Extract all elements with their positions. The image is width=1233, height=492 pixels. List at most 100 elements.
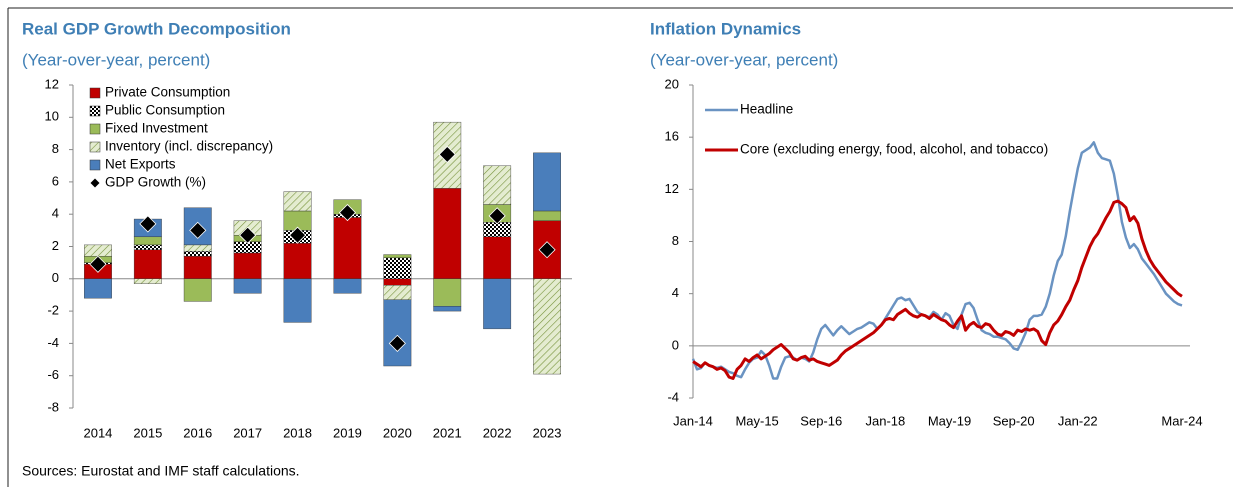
bar-segment bbox=[233, 252, 262, 280]
bar-segment bbox=[183, 251, 212, 257]
legend-label: GDP Growth (%) bbox=[105, 175, 206, 190]
legend-label: Headline bbox=[740, 102, 793, 117]
gdp-marker bbox=[538, 241, 556, 259]
legend-label: Inventory (incl. discrepancy) bbox=[105, 139, 273, 154]
bar-segment bbox=[533, 210, 561, 221]
y-tick-label: 12 bbox=[45, 76, 59, 91]
chart-title: Inflation Dynamics bbox=[650, 19, 801, 38]
bar-segment bbox=[283, 278, 312, 323]
y-tick-label: -4 bbox=[667, 389, 679, 404]
bar-segment bbox=[433, 306, 462, 312]
x-tick-label: May-15 bbox=[735, 413, 778, 428]
gdp-marker bbox=[189, 221, 207, 239]
bar-segment bbox=[283, 243, 312, 280]
chart-subtitle: (Year-over-year, percent) bbox=[22, 50, 210, 69]
y-tick-label: 8 bbox=[672, 233, 679, 248]
gdp-marker bbox=[488, 207, 506, 225]
bar-segment bbox=[183, 244, 212, 252]
bar-segment bbox=[84, 244, 112, 257]
y-tick-label: 2 bbox=[52, 238, 59, 253]
y-tick-label: -4 bbox=[47, 335, 59, 350]
legend-swatch bbox=[89, 141, 101, 153]
gdp-marker bbox=[288, 226, 307, 244]
bar-segment bbox=[383, 257, 412, 279]
legend-swatch bbox=[89, 105, 101, 117]
y-tick-label: 20 bbox=[665, 76, 679, 91]
bar-segment bbox=[383, 254, 412, 259]
bar-segment bbox=[183, 278, 212, 302]
x-tick-label: 2023 bbox=[533, 425, 562, 440]
x-tick-label: 2022 bbox=[483, 425, 512, 440]
x-tick-label: 2014 bbox=[83, 425, 112, 440]
x-tick-label: Mar-24 bbox=[1161, 413, 1202, 428]
gdp-marker bbox=[438, 145, 456, 164]
y-tick-label: 0 bbox=[672, 337, 679, 352]
legend-label: Fixed Investment bbox=[105, 121, 208, 136]
chart-subtitle: (Year-over-year, percent) bbox=[650, 50, 838, 69]
y-tick-label: -2 bbox=[47, 303, 59, 318]
bar-segment bbox=[483, 278, 512, 330]
x-tick-label: 2019 bbox=[333, 425, 362, 440]
y-tick-label: 0 bbox=[52, 270, 59, 285]
bar-segment bbox=[483, 236, 512, 279]
x-tick-label: 2018 bbox=[283, 425, 312, 440]
legend-label: Public Consumption bbox=[105, 103, 225, 118]
y-tick-label: 12 bbox=[665, 181, 679, 196]
gdp-marker bbox=[388, 334, 406, 352]
bar-segment bbox=[333, 217, 362, 279]
x-tick-label: Jan-22 bbox=[1058, 413, 1098, 428]
y-tick-label: -6 bbox=[47, 367, 59, 382]
bar-segment bbox=[533, 152, 561, 212]
legend-label: Net Exports bbox=[105, 157, 176, 172]
gdp-marker bbox=[338, 204, 357, 222]
x-tick-label: 2017 bbox=[233, 425, 262, 440]
gdp-marker bbox=[139, 215, 157, 233]
x-tick-label: May-19 bbox=[928, 413, 971, 428]
bar-segment bbox=[133, 278, 162, 284]
y-tick-label: 4 bbox=[672, 285, 679, 300]
gdp-marker bbox=[239, 226, 257, 244]
bar-segment bbox=[383, 299, 412, 367]
y-tick-label: 6 bbox=[52, 173, 59, 188]
legend-label: Core (excluding energy, food, alcohol, a… bbox=[740, 142, 1048, 157]
x-tick-label: Sep-16 bbox=[800, 413, 842, 428]
y-tick-label: 10 bbox=[45, 109, 59, 124]
x-tick-label: 2020 bbox=[383, 425, 412, 440]
x-tick-label: Jan-14 bbox=[673, 413, 713, 428]
bar-segment bbox=[483, 222, 512, 238]
bar-segment bbox=[433, 188, 462, 280]
gdp-marker bbox=[89, 255, 107, 273]
y-tick-label: -8 bbox=[47, 399, 59, 414]
bar-segment bbox=[133, 249, 162, 279]
x-tick-label: Sep-20 bbox=[993, 413, 1035, 428]
y-tick-label: 8 bbox=[52, 141, 59, 156]
bar-segment bbox=[84, 278, 112, 299]
legend-swatch bbox=[89, 123, 101, 135]
legend-marker bbox=[90, 178, 100, 188]
bar-segment bbox=[383, 278, 412, 286]
bar-segment bbox=[333, 278, 362, 294]
bar-segment bbox=[133, 236, 162, 246]
x-tick-label: 2021 bbox=[433, 425, 462, 440]
bar-segment bbox=[283, 191, 312, 212]
series-line bbox=[692, 199, 1183, 380]
bar-segment bbox=[533, 278, 561, 375]
bar-segment bbox=[183, 255, 212, 280]
bar-segment bbox=[483, 165, 512, 205]
y-tick-label: 4 bbox=[52, 206, 59, 221]
y-tick-label: 16 bbox=[665, 129, 679, 144]
legend-label: Private Consumption bbox=[105, 85, 230, 100]
bar-segment bbox=[433, 278, 462, 307]
series-line bbox=[691, 141, 1183, 380]
x-tick-label: 2016 bbox=[183, 425, 212, 440]
x-tick-label: 2015 bbox=[133, 425, 162, 440]
legend-swatch bbox=[89, 87, 101, 99]
bar-segment bbox=[383, 285, 412, 300]
bar-segment bbox=[133, 244, 162, 250]
legend-swatch bbox=[89, 159, 101, 171]
x-tick-label: Jan-18 bbox=[866, 413, 906, 428]
bar-segment bbox=[233, 278, 262, 294]
source-note: Sources: Eurostat and IMF staff calculat… bbox=[22, 463, 300, 479]
